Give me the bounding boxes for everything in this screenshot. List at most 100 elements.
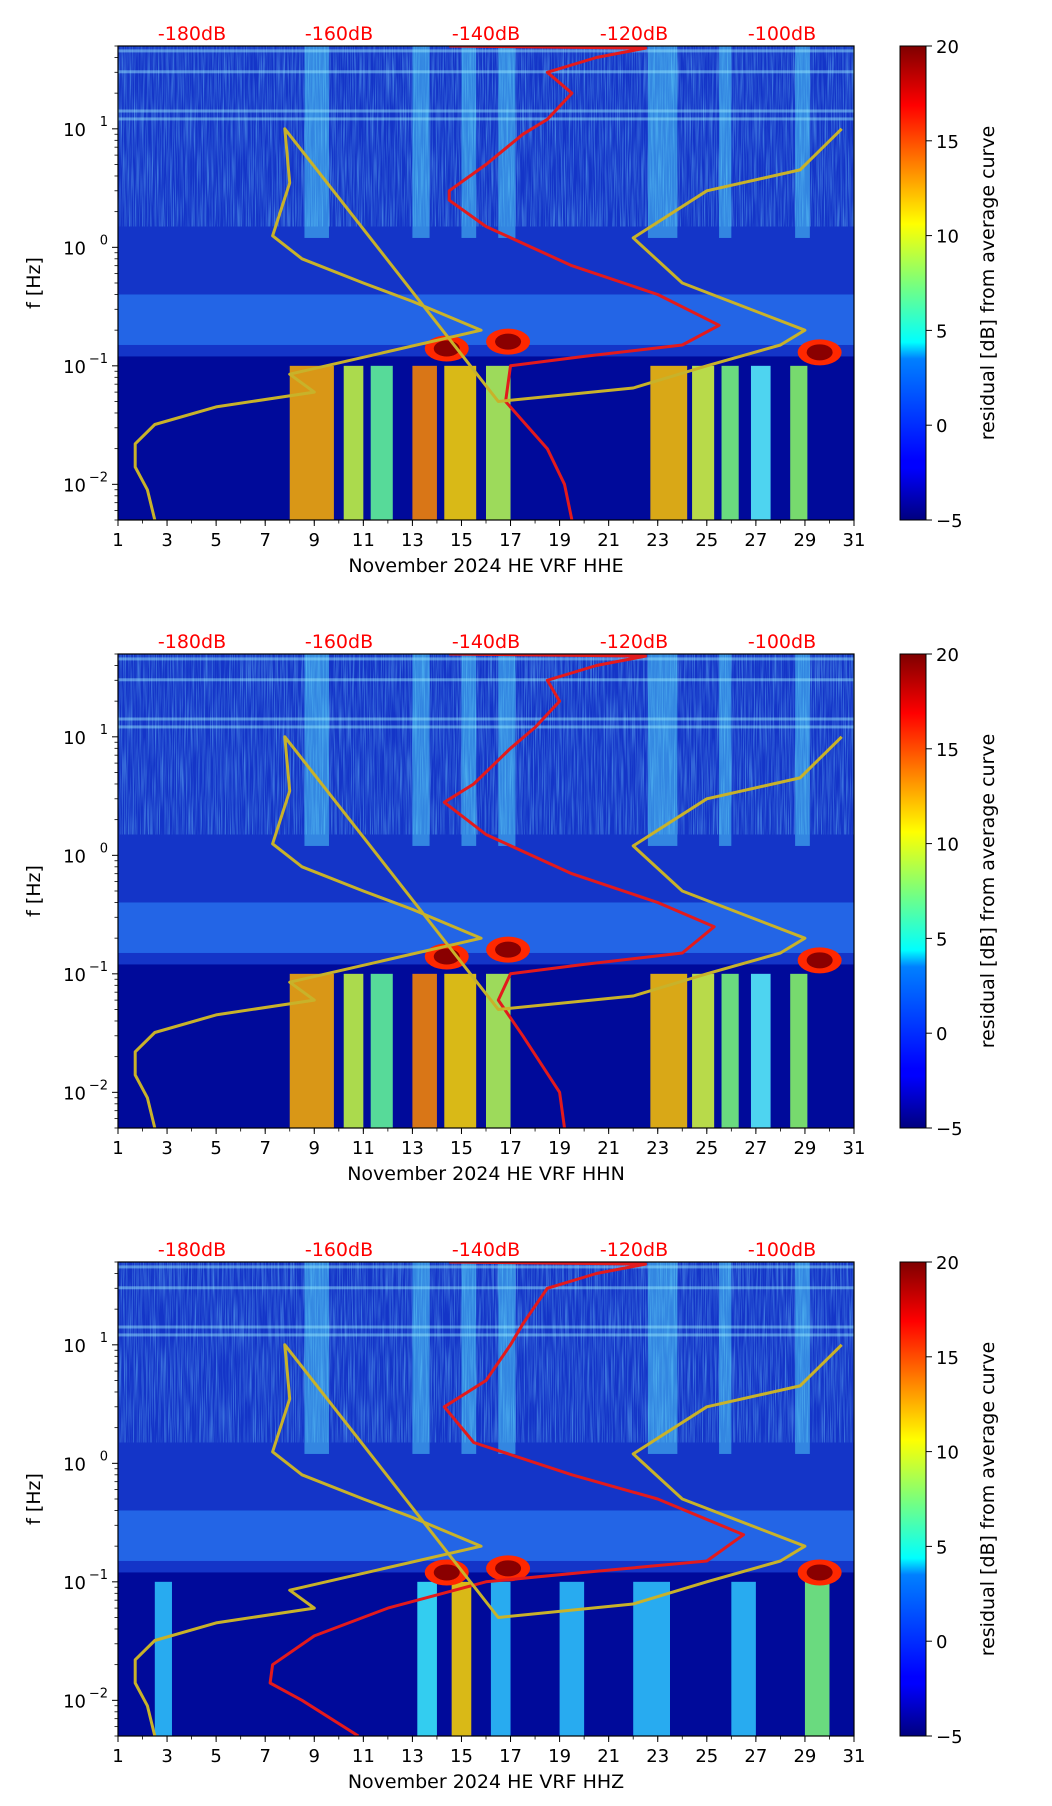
db-label: -180dB [158,23,226,45]
colorbar-tick-label: 10 [936,1443,959,1464]
heatmap-column-hf [498,46,516,238]
x-tick-label: 19 [548,530,571,551]
x-tick-label: 25 [695,1138,718,1159]
heatmap-column-lf [731,1581,756,1736]
x-tick-label: 7 [259,530,270,551]
heatmap-column-lf [790,365,808,520]
heatmap-area [118,654,854,1128]
x-axis-label: November 2024 HE VRF HHZ [348,1771,624,1793]
y-tick-label: 10 [63,120,86,141]
colorbar-tick-label: 5 [936,321,947,342]
x-tick-label: 21 [597,1746,620,1767]
x-tick-label: 27 [744,530,767,551]
db-label: -180dB [158,631,226,653]
x-tick-label: 3 [161,1138,172,1159]
heatmap-column-hf [412,654,430,846]
x-tick-label: 23 [646,530,669,551]
colorbar-gradient [899,45,927,521]
x-tick-label: 3 [161,530,172,551]
db-label: -140dB [452,631,520,653]
heatmap-line [118,70,854,74]
heatmap-line [118,117,854,121]
heatmap-column-hf [498,1262,516,1454]
heatmap-column-lf [790,973,808,1128]
heatmap-column-hf [461,654,477,846]
colorbar-tick-label: 10 [936,835,959,856]
x-tick-label: 15 [450,1746,473,1767]
x-tick-label: 27 [744,1746,767,1767]
y-tick-label: 10 [63,1691,86,1712]
x-tick-label: 25 [695,530,718,551]
y-tick-label: 10 [63,846,86,867]
heatmap-column-hf [304,1262,329,1454]
heatmap-storm-core [806,1564,833,1581]
heatmap-column-hf [412,1262,430,1454]
heatmap-column-hf [795,46,810,238]
heatmap-line [118,1265,854,1269]
heatmap-column-lf [444,365,477,520]
colorbar-label: residual [dB] from average curve [977,1342,999,1657]
heatmap-column-hf [795,1262,810,1454]
x-tick-label: 5 [210,1746,221,1767]
y-tick-label: 10 [63,1083,86,1104]
x-tick-label: 23 [646,1746,669,1767]
db-label: -120dB [600,23,668,45]
db-label: -140dB [452,23,520,45]
colorbar-tick-label: 15 [936,740,959,761]
heatmap-column-lf [804,1581,830,1736]
heatmap-column-lf [417,1581,437,1736]
x-tick-label: 13 [401,1138,424,1159]
db-label: -180dB [158,1239,226,1261]
heatmap-column-lf [343,973,364,1128]
heatmap-microseism-band [118,294,854,345]
x-axis-label: November 2024 HE VRF HHN [347,1163,625,1185]
x-tick-label: 9 [309,1138,320,1159]
x-tick-label: 19 [548,1746,571,1767]
heatmap-column-hf [719,1262,732,1454]
x-tick-label: 31 [843,1138,866,1159]
x-tick-label: 3 [161,1746,172,1767]
heatmap-column-hf [795,654,810,846]
x-tick-label: 27 [744,1138,767,1159]
heatmap-line [118,657,854,661]
heatmap-texture [118,46,854,227]
heatmap-line [118,1333,854,1337]
colorbar-tick-label: 15 [936,132,959,153]
heatmap-column-lf [343,365,364,520]
x-tick-label: 13 [401,1746,424,1767]
y-tick-label: 10 [63,238,86,259]
colorbar-tick-label: 5 [936,929,947,950]
db-label: -160dB [305,1239,373,1261]
x-tick-label: 25 [695,1746,718,1767]
heatmap-column-hf [719,654,732,846]
colorbar-tick-label: 5 [936,1537,947,1558]
heatmap-column-lf [559,1581,585,1736]
heatmap-column-hf [647,654,678,846]
x-tick-label: 1 [112,1138,123,1159]
heatmap-column-lf [650,365,688,520]
y-tick-label: 10 [63,357,86,378]
colorbar: 20 15 10 5 0 −5 residual [dB] from average cur… [899,37,999,532]
heatmap-column-hf [304,654,329,846]
noise-model-curve [133,735,843,1128]
x-tick-label: 31 [843,530,866,551]
heatmap-column-lf [721,365,739,520]
heatmap-storm-core [495,941,522,958]
y-tick-label: 10 [63,728,86,749]
heatmap-column-lf [412,973,437,1128]
colorbar: 20 15 10 5 0 −5 residual [dB] from average cur… [899,645,999,1140]
heatmap-line [118,1325,854,1329]
heatmap-column-hf [461,1262,477,1454]
heatmap-storm-core [495,333,522,350]
heatmap-column-lf [750,365,771,520]
y-tick-exponent: −2 [89,470,108,485]
average-psd-curve [447,46,721,520]
y-tick-exponent: −2 [89,1686,108,1701]
y-tick-label: 10 [63,1573,86,1594]
heatmap-column-hf [304,46,329,238]
heatmap-column-lf [650,973,688,1128]
x-tick-label: 31 [843,1746,866,1767]
heatmap-line [118,678,854,682]
x-tick-label: 21 [597,1138,620,1159]
y-tick-exponent: 0 [100,1449,108,1464]
